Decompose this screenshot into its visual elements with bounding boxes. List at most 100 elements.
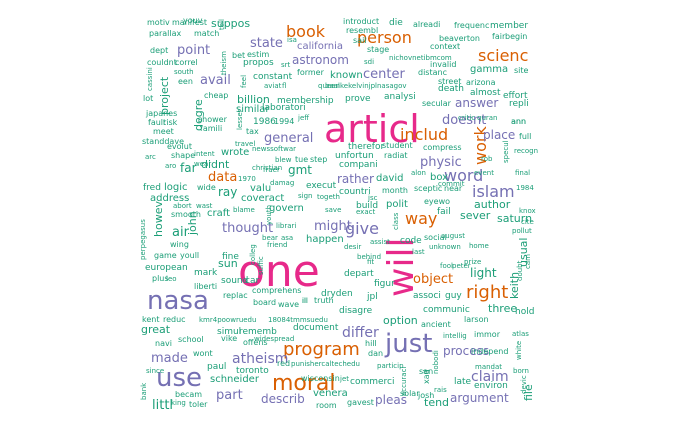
word-cloud-term: friend bbox=[267, 241, 287, 249]
word-cloud-term: month bbox=[382, 186, 408, 195]
word-cloud-term: ancient bbox=[421, 320, 451, 329]
word-cloud-term: didnt bbox=[201, 158, 230, 171]
word-cloud-term: vike bbox=[221, 334, 237, 343]
word-cloud-term: 1994 bbox=[274, 117, 294, 126]
word-cloud-term: suffic bbox=[257, 256, 265, 275]
word-cloud-term: one bbox=[238, 246, 320, 297]
word-cloud-term: valu bbox=[250, 183, 271, 194]
word-cloud-term: author bbox=[474, 198, 511, 211]
word-cloud-term: way bbox=[405, 209, 437, 228]
word-cloud-term: devic bbox=[520, 375, 528, 394]
word-cloud-term: assist bbox=[370, 238, 390, 246]
word-cloud-term: execut bbox=[306, 181, 337, 191]
word-cloud-term: sail bbox=[353, 36, 367, 45]
word-cloud-term: simul bbox=[217, 327, 241, 337]
word-cloud-term: death bbox=[438, 84, 464, 94]
word-cloud-term: lot bbox=[143, 94, 153, 103]
word-cloud-term: shape bbox=[171, 151, 195, 160]
word-cloud-term: cheap bbox=[204, 91, 228, 100]
word-cloud-term: similar bbox=[236, 104, 270, 115]
word-cloud-term: punishercaltechedu bbox=[291, 360, 360, 368]
word-cloud-term: sun bbox=[218, 257, 238, 270]
word-cloud-term: fraer bbox=[263, 166, 280, 174]
word-cloud-term: san bbox=[419, 367, 433, 376]
word-cloud-term: tue bbox=[295, 155, 308, 164]
word-cloud-term: site bbox=[514, 66, 529, 75]
word-cloud-term: mandat bbox=[475, 363, 502, 371]
word-cloud-term: fail bbox=[437, 207, 451, 217]
word-cloud-term: invalid bbox=[430, 60, 456, 69]
word-cloud-term: asa bbox=[281, 234, 293, 242]
word-cloud-term: srt bbox=[281, 61, 291, 69]
word-cloud-term: near bbox=[444, 184, 463, 193]
word-cloud-term: social bbox=[424, 233, 447, 242]
word-cloud-term: wear bbox=[194, 160, 211, 168]
word-cloud-term: compress bbox=[423, 143, 462, 152]
word-cloud-term: made bbox=[151, 351, 188, 366]
word-cloud-term: venera bbox=[313, 388, 348, 399]
word-cloud-term: commit bbox=[438, 180, 465, 188]
word-cloud-term: known bbox=[330, 70, 363, 81]
word-cloud-term: standdave bbox=[142, 137, 184, 146]
word-cloud-term: astronom bbox=[292, 53, 349, 67]
word-cloud-term: code bbox=[400, 236, 422, 246]
word-cloud-term: arc bbox=[145, 153, 156, 161]
word-cloud-term: former bbox=[297, 68, 325, 77]
word-cloud-term: youv bbox=[183, 16, 203, 25]
word-cloud-term: aviat bbox=[264, 82, 282, 90]
word-cloud-term: youth bbox=[265, 205, 273, 225]
word-cloud-term: toler bbox=[189, 400, 208, 409]
word-cloud-term: saturn bbox=[497, 212, 532, 225]
word-cloud-term: argument bbox=[450, 391, 509, 405]
word-cloud-term: build bbox=[356, 201, 378, 211]
word-cloud-term: doubt bbox=[516, 260, 524, 281]
word-cloud-term: widespread bbox=[254, 335, 294, 343]
word-cloud-term: box bbox=[430, 172, 448, 183]
word-cloud-term: 1970 bbox=[238, 175, 256, 183]
word-cloud-term: ray bbox=[218, 185, 237, 199]
word-cloud-term: theism bbox=[220, 51, 228, 75]
word-cloud-term: estim bbox=[247, 50, 269, 59]
word-cloud-term: california bbox=[297, 41, 343, 52]
word-cloud-term: navi bbox=[155, 339, 172, 348]
word-cloud-term: motiv bbox=[147, 18, 170, 27]
word-cloud-term: happen bbox=[306, 234, 344, 245]
word-cloud-term: gmt bbox=[288, 163, 312, 177]
word-cloud-term: jsc bbox=[367, 194, 378, 202]
word-cloud-term: file bbox=[522, 384, 535, 401]
word-cloud-term: bet bbox=[232, 51, 245, 60]
word-cloud-term: rather bbox=[337, 172, 374, 186]
word-cloud-term: data bbox=[208, 170, 237, 185]
word-cloud-term: famili bbox=[200, 124, 222, 133]
word-cloud-term: bank bbox=[140, 382, 148, 400]
word-cloud-term: dept bbox=[150, 46, 168, 55]
word-cloud-term: general bbox=[264, 131, 313, 146]
word-cloud-term: howev bbox=[152, 201, 165, 237]
word-cloud-term: paul bbox=[207, 362, 226, 372]
word-cloud-term: islam bbox=[472, 182, 515, 201]
word-cloud-term: damag bbox=[270, 179, 294, 187]
word-cloud-term: articl bbox=[324, 107, 420, 151]
word-cloud-term: david bbox=[376, 173, 404, 184]
word-cloud-term: ill bbox=[302, 297, 308, 305]
word-cloud-term: distanc bbox=[418, 68, 447, 77]
word-cloud-term: dryden bbox=[321, 289, 353, 299]
word-cloud-term: bear bbox=[262, 234, 278, 242]
word-cloud-term: communic bbox=[423, 305, 470, 315]
word-cloud-term: ann bbox=[511, 117, 526, 126]
word-cloud-term: knox bbox=[519, 207, 536, 215]
word-cloud-term: sound bbox=[221, 276, 248, 286]
word-cloud-term: rais bbox=[434, 386, 447, 394]
word-cloud-term: countri bbox=[339, 187, 371, 197]
word-cloud-term: physic bbox=[420, 155, 462, 170]
word-cloud-term: mark bbox=[194, 268, 218, 278]
word-cloud-term: shower bbox=[198, 115, 228, 124]
word-cloud-term: late bbox=[454, 377, 472, 387]
word-cloud-term: moral bbox=[272, 371, 336, 396]
word-cloud-term: leo bbox=[166, 275, 177, 283]
word-cloud-term: avail bbox=[200, 73, 231, 88]
word-cloud-term: accuraci bbox=[400, 367, 408, 396]
word-cloud-term: document bbox=[293, 323, 339, 333]
word-cloud-term: car bbox=[245, 276, 259, 286]
word-cloud-term: govern bbox=[269, 203, 304, 214]
